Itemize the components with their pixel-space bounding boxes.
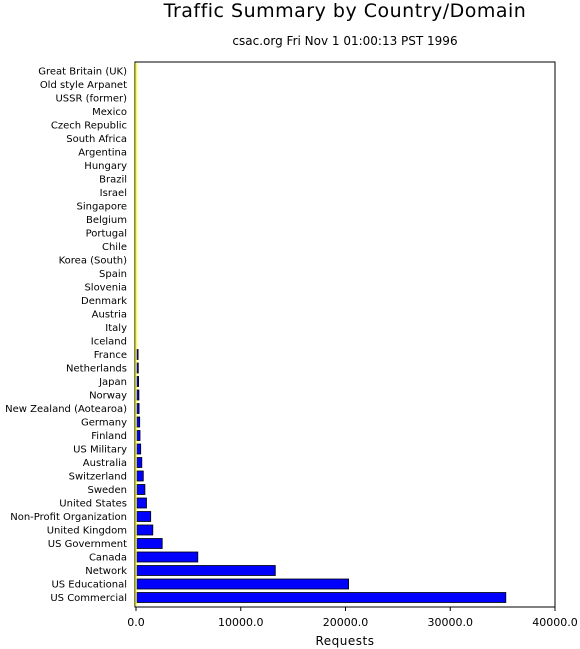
category-label-czech-republic: Czech Republic: [51, 121, 127, 132]
category-label-iceland: Iceland: [91, 337, 127, 348]
plot-frame: [134, 61, 556, 608]
category-label-belgium: Belgium: [86, 215, 127, 226]
category-label-new-zealand-aotearoa: New Zealand (Aotearoa): [5, 404, 127, 415]
category-label-us-commercial: US Commercial: [50, 593, 127, 604]
bar-us-government: [135, 538, 163, 549]
category-label-japan: Japan: [98, 377, 127, 388]
bar-non-profit-organization: [135, 511, 152, 522]
bar-switzerland: [135, 470, 144, 482]
category-label-slovenia: Slovenia: [84, 283, 127, 294]
category-label-brazil: Brazil: [99, 175, 127, 186]
category-label-network: Network: [85, 566, 127, 577]
x-tick-label: 30000.0: [428, 616, 474, 629]
bar-united-kingdom: [135, 524, 154, 536]
bars: [135, 349, 507, 603]
category-label-germany: Germany: [81, 418, 127, 429]
x-axis-title: Requests: [316, 634, 375, 648]
category-label-mexico: Mexico: [92, 107, 127, 118]
category-label-us-military: US Military: [73, 445, 127, 456]
category-label-united-states: United States: [59, 499, 127, 510]
x-tick-label: 10000.0: [218, 616, 264, 629]
category-label-france: France: [94, 350, 127, 361]
category-label-spain: Spain: [99, 269, 127, 280]
category-label-italy: Italy: [105, 323, 127, 334]
category-label-australia: Australia: [83, 458, 127, 469]
category-label-old-style-arpanet: Old style Arpanet: [40, 80, 127, 91]
category-label-argentina: Argentina: [78, 148, 127, 159]
bar-canada: [135, 551, 199, 563]
category-label-non-profit-organization: Non-Profit Organization: [10, 512, 127, 523]
category-label-us-government: US Government: [48, 539, 127, 550]
category-label-netherlands: Netherlands: [66, 364, 127, 375]
category-label-chile: Chile: [102, 242, 127, 253]
bar-united-states: [135, 497, 147, 509]
chart-subtitle: csac.org Fri Nov 1 01:00:13 PST 1996: [232, 34, 458, 48]
bar-sweden: [135, 484, 146, 495]
category-label-finland: Finland: [91, 431, 127, 442]
category-label-austria: Austria: [92, 310, 127, 321]
bar-us-educational: [135, 578, 350, 590]
category-labels: Great Britain (UK) Old style Arpanet USSR …: [5, 67, 127, 605]
category-label-denmark: Denmark: [81, 296, 127, 307]
category-label-portugal: Portugal: [86, 229, 127, 240]
category-label-ussr-former: USSR (former): [55, 94, 127, 105]
x-tick-label: 0.0: [127, 616, 145, 629]
x-tick-label: 40000.0: [532, 616, 578, 629]
bar-australia: [135, 457, 143, 468]
category-label-sweden: Sweden: [87, 485, 127, 496]
category-label-united-kingdom: United Kingdom: [47, 526, 127, 537]
category-label-switzerland: Switzerland: [69, 472, 127, 483]
category-label-us-educational: US Educational: [51, 580, 127, 591]
x-axis-ticks: 0.0 10000.0 20000.0 30000.0 40000.0: [127, 607, 578, 629]
bar-us-commercial: [135, 592, 507, 603]
category-label-israel: Israel: [100, 188, 127, 199]
category-label-canada: Canada: [89, 553, 127, 564]
category-label-norway: Norway: [89, 391, 127, 402]
category-label-korea-south: Korea (South): [59, 256, 127, 267]
chart-title: Traffic Summary by Country/Domain: [163, 0, 527, 22]
category-label-south-africa: South Africa: [66, 134, 127, 145]
category-label-singapore: Singapore: [77, 202, 127, 213]
category-label-great-britain-uk: Great Britain (UK): [38, 67, 127, 78]
bar-network: [135, 565, 276, 576]
x-tick-label: 20000.0: [323, 616, 369, 629]
category-label-hungary: Hungary: [84, 161, 127, 172]
